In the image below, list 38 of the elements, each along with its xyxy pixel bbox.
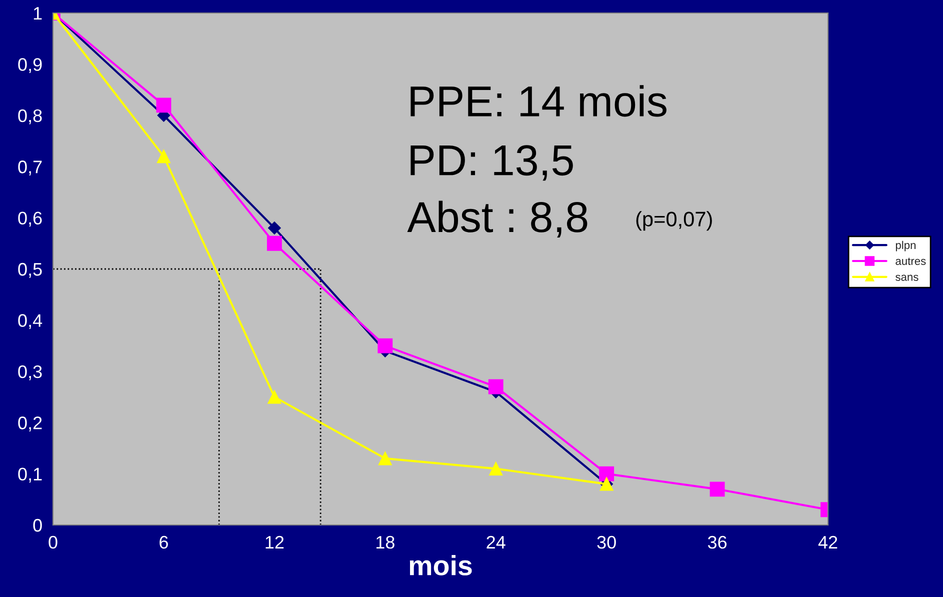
y-tick-label: 0,9: [18, 58, 42, 74]
point: [710, 482, 725, 497]
y-tick-label: 0,7: [18, 160, 42, 176]
point: [156, 150, 170, 164]
y-tick-label: 0,6: [18, 212, 42, 227]
y-tick-label: 0,5: [18, 262, 42, 278]
x-tick-label: 42: [818, 536, 838, 548]
y-tick-label: 0,3: [18, 365, 42, 380]
x-tick-label: 0: [48, 536, 58, 549]
x-tick-label: 18: [376, 536, 394, 549]
legend-label: autres: [896, 258, 926, 265]
x-tick-label: 24: [486, 536, 506, 548]
point: [268, 390, 282, 404]
legend-label: plpn: [896, 240, 916, 252]
x-tick-label: 6: [160, 536, 168, 549]
annotation: PD: 13,5: [410, 145, 573, 181]
point: [156, 98, 172, 113]
x-axis-title: mois: [410, 555, 472, 576]
point: [378, 452, 392, 466]
point: [488, 379, 504, 394]
point: [266, 236, 282, 251]
annotation: Abst : 8,8: [407, 200, 588, 238]
y-tick-label: 0: [33, 518, 42, 532]
y-tick-label: 0,1: [18, 468, 42, 483]
y-tick-label: 0,2: [18, 416, 42, 432]
y-tick-label: 1: [34, 7, 42, 20]
point: [268, 222, 281, 234]
annotation: (p=0,07): [636, 211, 712, 231]
point: [599, 466, 614, 482]
y-tick-label: 0,4: [18, 314, 42, 330]
point: [489, 462, 503, 476]
annotation: PPE: 14 mois: [410, 85, 666, 117]
x-tick-label: 12: [266, 536, 284, 548]
x-tick-label: 30: [597, 536, 616, 549]
x-tick-label: 36: [708, 536, 727, 549]
legend-label: sans: [896, 274, 918, 281]
y-tick-label: 0,8: [18, 109, 42, 124]
point: [378, 338, 393, 354]
